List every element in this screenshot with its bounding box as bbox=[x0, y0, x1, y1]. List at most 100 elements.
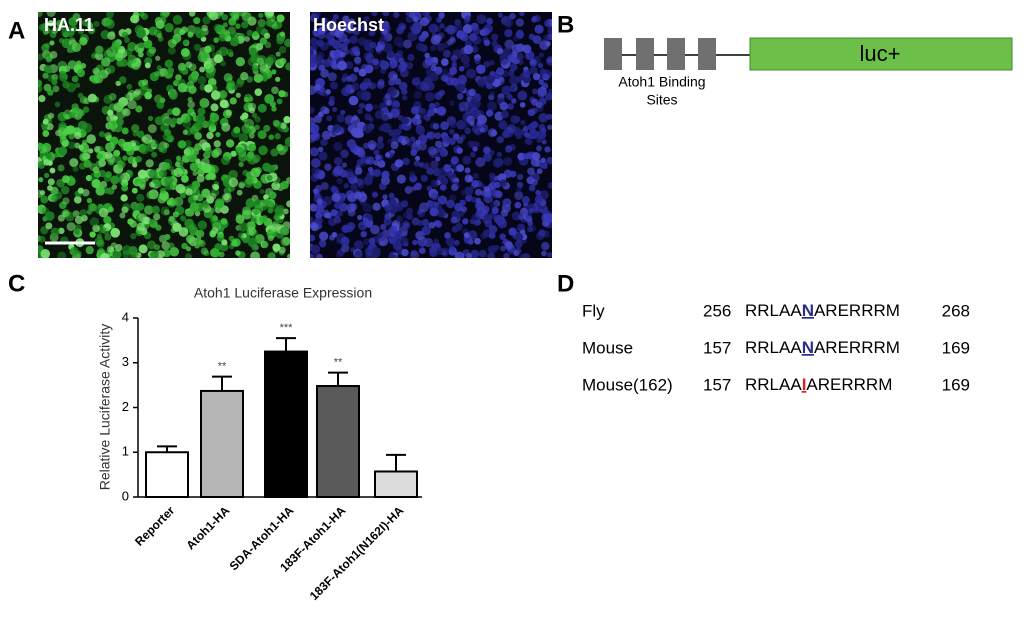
cell bbox=[475, 159, 482, 166]
cell bbox=[229, 37, 240, 47]
cell bbox=[331, 193, 341, 203]
cell bbox=[111, 249, 122, 258]
cell bbox=[541, 139, 547, 145]
cell bbox=[167, 38, 177, 48]
cell bbox=[424, 91, 435, 102]
cell bbox=[528, 129, 539, 140]
cell bbox=[310, 123, 320, 134]
cell bbox=[283, 116, 290, 124]
cell bbox=[496, 136, 504, 144]
cell bbox=[310, 117, 316, 126]
cell bbox=[116, 102, 125, 110]
cell bbox=[409, 24, 416, 32]
cell bbox=[140, 12, 149, 20]
cell bbox=[324, 163, 332, 171]
cell bbox=[192, 170, 198, 176]
cell bbox=[470, 151, 476, 158]
cell bbox=[456, 93, 464, 100]
cell bbox=[82, 106, 90, 113]
cell bbox=[402, 157, 410, 166]
cell bbox=[143, 205, 154, 215]
cell bbox=[458, 65, 465, 72]
cell bbox=[119, 212, 126, 219]
cell bbox=[367, 166, 374, 173]
cell bbox=[499, 179, 507, 187]
cell bbox=[136, 193, 145, 202]
cell bbox=[172, 80, 180, 87]
cell bbox=[193, 17, 201, 25]
cell bbox=[194, 242, 200, 249]
cell bbox=[201, 200, 210, 208]
cell bbox=[252, 30, 259, 37]
cell bbox=[390, 141, 399, 150]
cell bbox=[393, 12, 400, 19]
cell bbox=[532, 72, 541, 81]
cell bbox=[207, 77, 217, 87]
cell bbox=[459, 199, 466, 206]
cell bbox=[424, 115, 431, 122]
cell bbox=[543, 213, 552, 223]
cell bbox=[413, 90, 422, 100]
chart-title: Atoh1 Luciferase Expression bbox=[194, 285, 372, 301]
cell bbox=[510, 63, 518, 71]
cell bbox=[79, 142, 90, 153]
cell bbox=[106, 12, 115, 19]
cell bbox=[111, 184, 118, 190]
y-tick-label: 2 bbox=[122, 399, 129, 414]
cell bbox=[421, 12, 429, 17]
y-tick-label: 0 bbox=[122, 488, 129, 503]
cell bbox=[408, 171, 416, 178]
cell bbox=[396, 174, 406, 184]
cell bbox=[173, 167, 183, 178]
cell bbox=[45, 27, 51, 34]
cell bbox=[360, 23, 369, 32]
bar-chart: 01234Reporter**Atoh1-HA***SDA-Atoh1-HA**… bbox=[122, 309, 422, 603]
cell bbox=[228, 235, 235, 242]
cell bbox=[230, 150, 237, 157]
cell bbox=[456, 147, 463, 154]
cell bbox=[110, 227, 121, 238]
cell bbox=[94, 45, 104, 55]
x-tick-label: Atoh1-HA bbox=[183, 503, 232, 552]
cell bbox=[536, 231, 545, 241]
cells bbox=[310, 12, 552, 258]
cell bbox=[122, 155, 128, 161]
cell bbox=[266, 164, 276, 174]
cell bbox=[333, 202, 341, 209]
cell bbox=[410, 149, 418, 156]
cell bbox=[376, 80, 385, 89]
cell bbox=[50, 227, 60, 237]
cell bbox=[150, 250, 160, 258]
cell bbox=[316, 253, 323, 258]
cell bbox=[135, 105, 143, 113]
cell bbox=[395, 215, 403, 223]
cell bbox=[138, 178, 144, 185]
end-position: 268 bbox=[942, 301, 970, 320]
cell bbox=[231, 84, 238, 91]
cells bbox=[38, 12, 290, 258]
cell bbox=[105, 142, 115, 152]
cell bbox=[434, 132, 442, 140]
sequence: RRLAANARERRRM bbox=[745, 338, 900, 357]
cell bbox=[199, 97, 210, 108]
cell bbox=[81, 19, 89, 27]
cell bbox=[341, 76, 347, 83]
cell bbox=[49, 50, 58, 59]
cell bbox=[524, 137, 532, 145]
cell bbox=[357, 37, 367, 46]
cell bbox=[503, 157, 512, 166]
cell bbox=[343, 48, 350, 55]
cell bbox=[476, 206, 486, 216]
cell bbox=[319, 231, 329, 241]
cell bbox=[164, 59, 174, 69]
cell bbox=[107, 158, 115, 166]
cell bbox=[138, 42, 145, 49]
cell bbox=[454, 202, 463, 212]
cell bbox=[211, 149, 220, 158]
cell bbox=[522, 44, 532, 54]
cell bbox=[494, 157, 504, 167]
cell bbox=[46, 12, 56, 17]
cell bbox=[460, 206, 468, 213]
cell bbox=[320, 138, 328, 147]
cell bbox=[451, 183, 459, 192]
